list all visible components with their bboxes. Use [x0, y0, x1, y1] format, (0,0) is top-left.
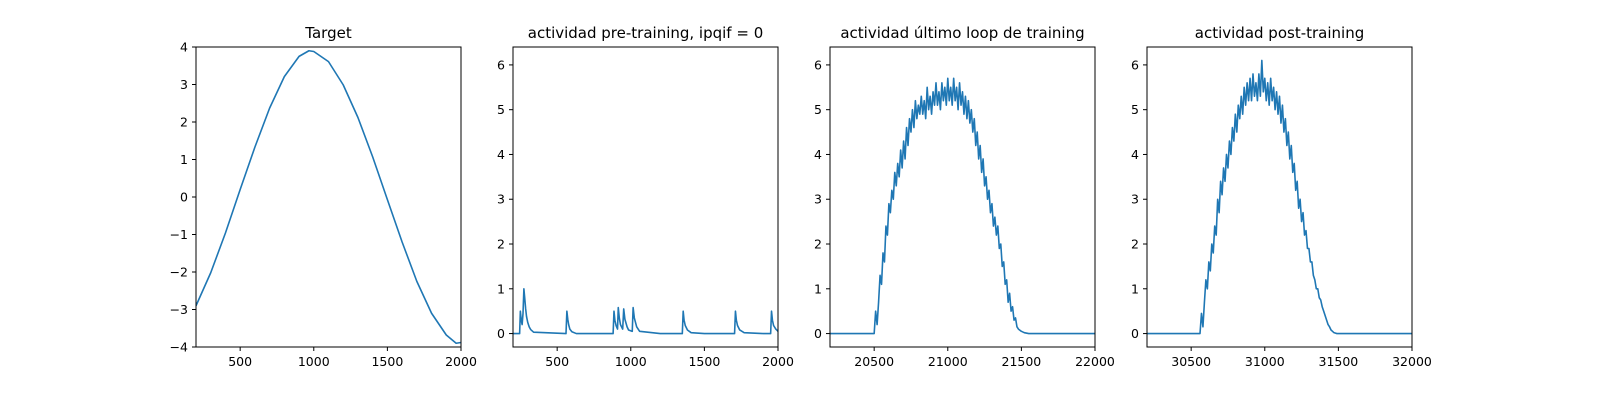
- x-tick-label: 1000: [615, 354, 647, 369]
- series-line-1-1: [196, 49, 461, 345]
- y-tick-label: 2: [814, 237, 822, 252]
- y-tick-label: 3: [1131, 192, 1139, 207]
- y-tick-label: 2: [180, 115, 188, 130]
- axes-frame: [512, 46, 779, 348]
- x-tick-label: 500: [228, 354, 252, 369]
- x-tick-label: 1000: [298, 354, 330, 369]
- x-tick-label: 500: [545, 354, 569, 369]
- y-tick-label: 5: [1131, 102, 1139, 117]
- y-tick-label: 0: [814, 326, 822, 341]
- y-tick-label: 2: [1131, 237, 1139, 252]
- x-tick-label: 2000: [445, 354, 477, 369]
- y-tick-label: −1: [170, 227, 188, 242]
- chart-title: actividad post-training: [1195, 24, 1364, 42]
- y-tick-label: 4: [1131, 147, 1139, 162]
- y-tick-label: 6: [1131, 57, 1139, 72]
- x-tick-label: 22000: [1075, 354, 1115, 369]
- x-tick-label: 30500: [1171, 354, 1211, 369]
- x-tick-label: 32000: [1392, 354, 1432, 369]
- axes-frame: [1146, 46, 1413, 348]
- x-tick-label: 20500: [854, 354, 894, 369]
- x-tick-label: 21000: [928, 354, 968, 369]
- axes-frame: [195, 46, 462, 348]
- series-line-2-1: [513, 287, 778, 335]
- y-tick-label: 1: [1131, 281, 1139, 296]
- chart-title: actividad pre-training, ipqif = 0: [528, 24, 764, 42]
- y-tick-label: 0: [180, 190, 188, 205]
- y-tick-label: 0: [1131, 326, 1139, 341]
- y-tick-label: 3: [814, 192, 822, 207]
- series-line-3-1: [830, 77, 1095, 335]
- chart-panel-4: 30500 31000 31500 32000 0 1 2 3 4 5 6 actividad pos…: [1131, 24, 1432, 369]
- x-tick-label: 1500: [371, 354, 403, 369]
- y-tick-label: 1: [180, 152, 188, 167]
- chart-panel-2: 500 1000 1500 2000 0 1 2 3 4 5 6 actividad pre-trai…: [497, 24, 794, 369]
- series-line-4-1: [1147, 59, 1412, 335]
- y-tick-label: 1: [814, 281, 822, 296]
- y-tick-label: 4: [497, 147, 505, 162]
- x-tick-label: 31000: [1245, 354, 1285, 369]
- chart-panel-1: 500 1000 1500 2000 −4 −3 −2 −1 0 1 2 3 4 Target: [170, 24, 477, 369]
- y-tick-label: 5: [814, 102, 822, 117]
- y-tick-label: 4: [814, 147, 822, 162]
- x-tick-label: 21500: [1002, 354, 1042, 369]
- chart-panel-3: 20500 21000 21500 22000 0 1 2 3 4 5 6 actividad últ…: [814, 24, 1115, 369]
- axes-frame: [829, 46, 1096, 348]
- y-tick-label: 5: [497, 102, 505, 117]
- y-tick-label: 3: [180, 77, 188, 92]
- y-tick-label: −3: [170, 302, 188, 317]
- y-tick-label: −4: [170, 340, 188, 355]
- y-tick-label: 0: [497, 326, 505, 341]
- x-tick-label: 31500: [1319, 354, 1359, 369]
- chart-title: Target: [304, 24, 352, 42]
- y-tick-label: 4: [180, 40, 188, 55]
- chart-title: actividad último loop de training: [840, 24, 1084, 42]
- y-tick-label: 6: [497, 57, 505, 72]
- y-tick-label: 6: [814, 57, 822, 72]
- x-tick-label: 1500: [688, 354, 720, 369]
- y-tick-label: −2: [170, 265, 188, 280]
- y-tick-label: 2: [497, 237, 505, 252]
- x-tick-label: 2000: [762, 354, 794, 369]
- y-tick-label: 3: [497, 192, 505, 207]
- y-tick-label: 1: [497, 281, 505, 296]
